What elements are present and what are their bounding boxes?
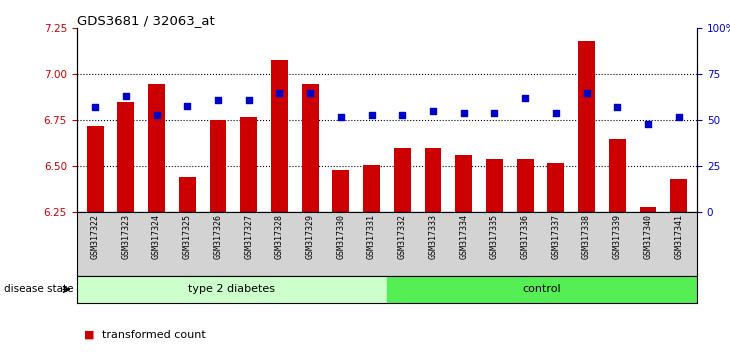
Point (488, 110, 500, 116)
Bar (179, 177, 196, 212)
Point (396, 112, 408, 118)
Point (673, 114, 685, 120)
Point (458, 110, 469, 116)
Text: GSM317334: GSM317334 (459, 214, 468, 259)
Bar (210, 120, 226, 212)
Point (581, 90, 593, 96)
Text: GSM317324: GSM317324 (152, 214, 161, 259)
Text: GSM317325: GSM317325 (182, 214, 192, 259)
Text: GSM317330: GSM317330 (337, 214, 345, 259)
Point (181, 103, 193, 108)
Point (612, 105, 623, 110)
Point (89, 105, 101, 110)
Bar (118, 102, 134, 212)
Text: GSM317333: GSM317333 (429, 214, 437, 259)
Bar (393, 148, 411, 212)
Bar (387, 276, 697, 303)
Bar (609, 139, 626, 212)
Text: GSM317338: GSM317338 (582, 214, 591, 259)
Point (642, 121, 654, 127)
Bar (578, 41, 595, 212)
Text: GSM317327: GSM317327 (244, 214, 253, 259)
Point (243, 97, 255, 103)
Bar (517, 159, 534, 212)
Bar (148, 84, 165, 212)
Text: GSM317328: GSM317328 (275, 214, 284, 259)
Bar (548, 163, 564, 212)
Point (550, 110, 561, 116)
Bar (240, 117, 257, 212)
Point (304, 90, 316, 96)
Point (120, 93, 131, 99)
Point (519, 96, 531, 101)
Text: GSM317335: GSM317335 (490, 214, 499, 259)
Text: ■: ■ (84, 330, 94, 339)
Bar (87, 126, 104, 212)
Point (427, 108, 439, 114)
Text: GSM317329: GSM317329 (306, 214, 315, 259)
Bar (639, 207, 656, 212)
Bar (77, 276, 387, 303)
Point (335, 114, 347, 120)
Point (274, 90, 285, 96)
Text: type 2 diabetes: type 2 diabetes (188, 284, 275, 295)
Bar (486, 159, 503, 212)
Bar (332, 170, 349, 212)
Bar (363, 165, 380, 212)
Text: GSM317332: GSM317332 (398, 214, 407, 259)
Bar (301, 84, 318, 212)
Point (150, 112, 162, 118)
Text: transformed count: transformed count (102, 330, 206, 339)
Text: control: control (523, 284, 561, 295)
Point (366, 112, 377, 118)
Text: GSM317322: GSM317322 (91, 214, 99, 259)
Text: GSM317340: GSM317340 (644, 214, 653, 259)
Text: GSM317331: GSM317331 (367, 214, 376, 259)
Text: GSM317341: GSM317341 (675, 214, 683, 259)
Text: GSM317323: GSM317323 (121, 214, 130, 259)
Text: GSM317326: GSM317326 (213, 214, 223, 259)
Bar (456, 155, 472, 212)
Text: disease state: disease state (4, 284, 73, 295)
Bar (670, 179, 687, 212)
Text: GSM317336: GSM317336 (520, 214, 530, 259)
Text: GSM317339: GSM317339 (612, 214, 622, 259)
Point (212, 97, 224, 103)
Bar (271, 59, 288, 212)
Text: GSM317337: GSM317337 (551, 214, 561, 259)
Text: GDS3681 / 32063_at: GDS3681 / 32063_at (77, 14, 215, 27)
Bar (425, 148, 442, 212)
